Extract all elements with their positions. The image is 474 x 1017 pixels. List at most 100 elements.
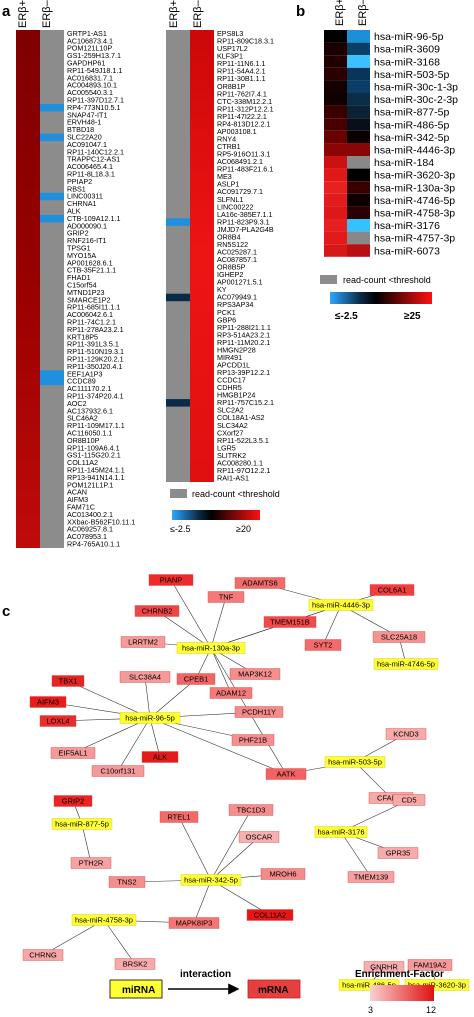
mrna-node-box: [148, 574, 194, 586]
mirna-label: hsa-miR-503-5p: [374, 69, 449, 81]
gene-label: AC016831.7.1: [67, 73, 113, 82]
gene-label: RP11-762I7.4.1: [217, 89, 267, 98]
network-edge: [103, 919, 136, 965]
heatmap-a-colorbar: [172, 510, 260, 520]
gene-label: AC116050.1.1: [67, 429, 112, 438]
mirna-label: hsa-miR-4746-5p: [374, 195, 455, 207]
enrichment-max: 12: [426, 1005, 436, 1015]
gene-label: RP11-109M17.1.1: [67, 421, 125, 430]
network-legend: miRNA interaction mRNA Enrichment-Factor…: [109, 969, 444, 1015]
mrna-node: SYT2: [304, 639, 342, 651]
mirna-node-box: [119, 712, 181, 724]
gene-label: RP11-549J18.1.1: [67, 66, 122, 75]
gene-label: AOC2: [67, 399, 87, 408]
mirna-label: hsa-miR-3168: [374, 56, 440, 68]
gene-label: CCDC17: [217, 376, 246, 385]
heatmap-a-left-plus-column: [16, 30, 40, 548]
mrna-node-label: GPR35: [386, 849, 411, 858]
mirna-node-label: hsa-miR-4758-3p: [75, 916, 133, 925]
mirna-node: hsa-miR-342-5p: [180, 874, 242, 886]
mrna-node-label: TMEM151B: [270, 618, 310, 627]
mrna-node-label: C10orf131: [100, 767, 135, 776]
mrna-node-box: [231, 734, 275, 746]
legend-enrichment-label: Enrichment-Factor: [355, 969, 444, 980]
mrna-node-label: PCDH11Y: [242, 708, 276, 717]
heatmap-cell: [166, 293, 190, 302]
gene-label: CXorf27: [217, 428, 243, 437]
gene-label: RP11-140C12.2.1: [67, 147, 124, 156]
panel-label-c: c: [2, 603, 10, 620]
heatmap-cell: [40, 133, 64, 141]
mirna-node-box: [176, 642, 246, 654]
gene-label: SNAP47-IT1: [67, 110, 107, 119]
gene-label: ME3: [217, 172, 232, 181]
gene-label: OR8B5P: [217, 263, 246, 272]
mrna-node-label: TBX1: [59, 677, 78, 686]
gene-label: AC006465.4.1: [67, 162, 113, 171]
mirna-node-label: hsa-miR-130a-3p: [182, 644, 240, 653]
mrna-node-label: PHF21B: [239, 736, 267, 745]
gene-label: RP11-288I21.1.1: [217, 323, 271, 332]
gene-label: HMGB1P24: [217, 391, 255, 400]
gene-label: USP17L2: [217, 44, 248, 53]
network-edge: [149, 678, 197, 719]
gene-label: COL11A2: [67, 458, 98, 467]
gene-label: PCK1: [217, 308, 236, 317]
mrna-node: BRSK2: [114, 958, 156, 970]
heatmap-a-left: ERβ+ ERβ– GRTP1-AS1AC106873.4.1POM121L10…: [16, 0, 135, 549]
mrna-node-box: [22, 949, 64, 961]
mrna-node-label: SYT2: [314, 641, 333, 650]
mirna-node: hsa-miR-503-5p: [324, 756, 386, 768]
mrna-node-label: RTEL1: [167, 813, 190, 822]
heatmap-cell: [40, 104, 64, 112]
mrna-node-label: PIANP: [160, 576, 183, 585]
mrna-node-box: [238, 831, 280, 843]
mrna-node: PHF21B: [231, 734, 275, 746]
mirna-label: hsa-miR-4446-3p: [374, 145, 455, 157]
heatmap-a-legend-gray-swatch: [170, 489, 187, 498]
gene-label: TRAPPC12-AS1: [67, 155, 120, 164]
panel-label-a: a: [2, 3, 11, 20]
gene-label: OR8B4: [217, 232, 241, 241]
gene-label: AC106873.4.1: [67, 36, 113, 45]
mrna-node-box: [377, 847, 419, 859]
heatmap-cell: [324, 118, 347, 131]
mrna-node: SLC38A4: [119, 671, 171, 683]
network-edge: [210, 647, 232, 694]
mrna-node-box: [108, 876, 146, 888]
gene-label: RP11-54A4.2.1: [217, 67, 266, 76]
mrna-node: CHRNB2: [134, 605, 180, 617]
gene-label: RP11-809C18.3.1: [217, 37, 274, 46]
mrna-node: MROH6: [260, 868, 306, 880]
mrna-node-box: [141, 751, 179, 763]
heatmap-cell: [347, 206, 370, 219]
network-edge: [210, 809, 252, 881]
legend-mirna-box: [109, 979, 163, 999]
heatmap-cell: [324, 67, 347, 81]
heatmap-cell: [324, 80, 347, 93]
heatmap-cell: [347, 67, 370, 81]
network-edge: [354, 761, 392, 799]
gene-label: ERVH48-1: [67, 118, 101, 127]
heatmap-cell: [324, 206, 347, 219]
heatmap-cell: [347, 181, 370, 194]
gene-label: RP11-312P12.2.1: [217, 104, 274, 113]
mirna-label: hsa-miR-130a-3p: [374, 182, 455, 194]
mrna-node-box: [70, 857, 112, 869]
gene-label: CHRNA1: [67, 199, 97, 208]
heatmap-cell: [347, 244, 370, 257]
mrna-node-label: TMEM139: [354, 873, 389, 882]
mrna-node-box: [53, 795, 93, 807]
gene-label: POM121L10P: [67, 44, 112, 53]
gene-label: RAI1-AS1: [217, 474, 249, 483]
mrna-node-box: [114, 958, 156, 970]
mrna-node: OSCAR: [238, 831, 280, 843]
gene-label: IGHEP2: [217, 270, 243, 279]
heatmap-a-right: ERβ+ ERβ– EPS8L3RP11-809C18.3.1USP17L2KL…: [166, 0, 274, 483]
gene-label: MIR491: [217, 353, 242, 362]
network-edge: [149, 717, 287, 775]
mrna-node-box: [168, 917, 220, 929]
heatmap-cell: [324, 93, 347, 106]
gene-label: CTC-338M12.2.1: [217, 97, 272, 106]
